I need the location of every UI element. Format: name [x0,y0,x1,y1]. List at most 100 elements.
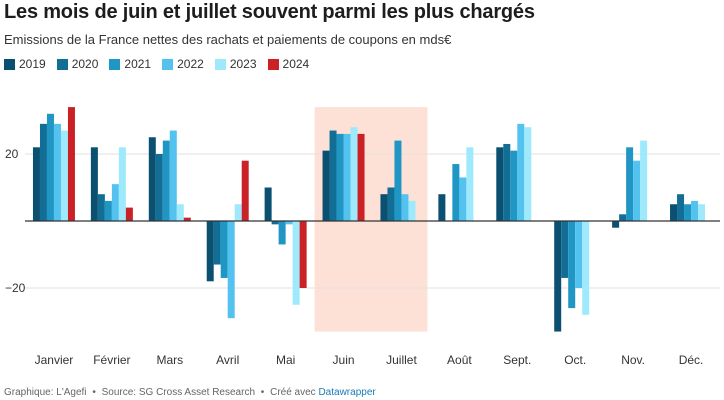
bar-2024-Juin [357,133,365,221]
legend-label-2020: 2020 [71,57,99,71]
bar-2022-Juillet [401,194,409,221]
bar-2020-Janvier [39,123,47,221]
bar-2022-Mars [169,130,177,221]
bar-2021-Août [452,164,460,221]
bar-2023-Février [118,147,126,221]
bar-2023-Août [466,147,474,221]
bar-2020-Mars [155,154,163,221]
bar-2024-Mai [299,221,307,288]
bar-2023-Avril [234,204,242,221]
bar-2020-Juin [329,130,337,221]
x-tick-label: Oct. [564,353,586,367]
bar-2022-Déc. [691,200,699,221]
legend-swatch-2021 [109,58,121,70]
y-tick-label: 20 [5,147,19,161]
bar-2024-Avril [241,160,249,221]
x-tick-label: Avril [216,353,239,367]
bar-2023-Sept. [524,127,532,221]
x-tick-label: Mars [156,353,183,367]
bar-2021-Juin [336,133,344,221]
legend-label-2023: 2023 [229,57,257,71]
bar-2021-Mars [162,140,170,221]
bar-2019-Août [438,194,446,221]
bar-2021-Déc. [684,204,692,221]
footer-graphic: Graphique: L'Agefi [4,387,87,398]
legend: 2019 2020 2021 2022 2023 2024 [4,57,309,71]
bar-2022-Août [459,177,467,221]
bar-2021-Juillet [394,140,402,221]
bar-2019-Mai [264,187,272,221]
legend-label-2019: 2019 [19,57,46,71]
legend-item-2022: 2022 [162,57,204,71]
x-tick-label: Juillet [386,353,417,367]
legend-swatch-2019 [4,58,15,70]
bar-2020-Déc. [677,194,685,221]
bar-2019-Avril [206,221,214,282]
bar-2020-Oct. [561,221,569,278]
bar-2020-Avril [213,221,221,265]
bar-2020-Juillet [387,187,395,221]
legend-label-2021: 2021 [124,57,152,71]
legend-item-2021: 2021 [109,57,151,71]
legend-swatch-2023 [214,58,226,70]
bar-2022-Janvier [53,123,61,221]
bar-2023-Janvier [60,130,68,221]
x-tick-label: Août [447,353,472,367]
legend-label-2024: 2024 [282,57,310,71]
legend-item-2019: 2019 [4,57,46,71]
bar-2019-Nov. [612,221,620,228]
bar-2019-Février [90,147,98,221]
bar-2020-Sept. [503,143,511,221]
footer-separator: • [92,387,96,398]
footer: Graphique: L'Agefi • Source: SG Cross As… [4,387,376,398]
bar-2019-Juillet [380,194,388,221]
bar-2024-Mars [183,217,191,221]
bar-2019-Janvier [32,147,40,221]
bar-2022-Sept. [517,123,525,221]
bar-2019-Sept. [496,147,504,221]
chart-title: Les mois de juin et juillet souvent parm… [4,1,535,23]
bar-2019-Oct. [554,221,562,332]
x-tick-label: Janvier [35,353,74,367]
bar-2021-Nov. [626,147,634,221]
legend-swatch-2024 [267,58,279,70]
bar-2022-Mai [285,221,293,225]
bar-2022-Avril [227,221,235,319]
bar-2019-Déc. [670,204,678,221]
bar-2021-Oct. [568,221,576,309]
bar-2021-Sept. [510,150,518,221]
legend-swatch-2022 [162,58,174,70]
bar-2019-Juin [322,150,330,221]
x-tick-label: Sept. [503,353,531,367]
bar-2022-Oct. [575,221,583,288]
bar-2020-Février [97,194,105,221]
bar-2022-Février [111,184,119,221]
y-tick-label: −20 [5,281,26,295]
footer-created: Créé avec [270,387,316,398]
x-tick-label: Février [93,353,130,367]
bar-2021-Février [104,200,112,221]
bar-2023-Oct. [582,221,590,315]
bar-2023-Mars [176,204,184,221]
x-tick-label: Juin [333,353,355,367]
datawrapper-link[interactable]: Datawrapper [318,387,376,398]
bar-2024-Janvier [67,107,75,221]
footer-source: Source: SG Cross Asset Research [101,387,256,398]
bar-2023-Juin [350,127,358,221]
x-tick-label: Nov. [621,353,645,367]
bar-2023-Juillet [408,200,416,221]
legend-item-2023: 2023 [214,57,257,71]
legend-item-2020: 2020 [56,57,99,71]
chart-subtitle: Emissions de la France nettes des rachat… [4,32,452,47]
legend-swatch-2020 [56,58,68,70]
bar-2019-Mars [148,137,156,221]
bar-2023-Nov. [640,140,648,221]
x-tick-label: Déc. [679,353,704,367]
bar-2022-Juin [343,133,351,221]
bar-2020-Nov. [619,214,627,221]
bar-2021-Avril [220,221,228,278]
footer-separator: • [260,387,265,398]
bar-2022-Nov. [633,160,641,221]
bar-2021-Mai [278,221,286,245]
